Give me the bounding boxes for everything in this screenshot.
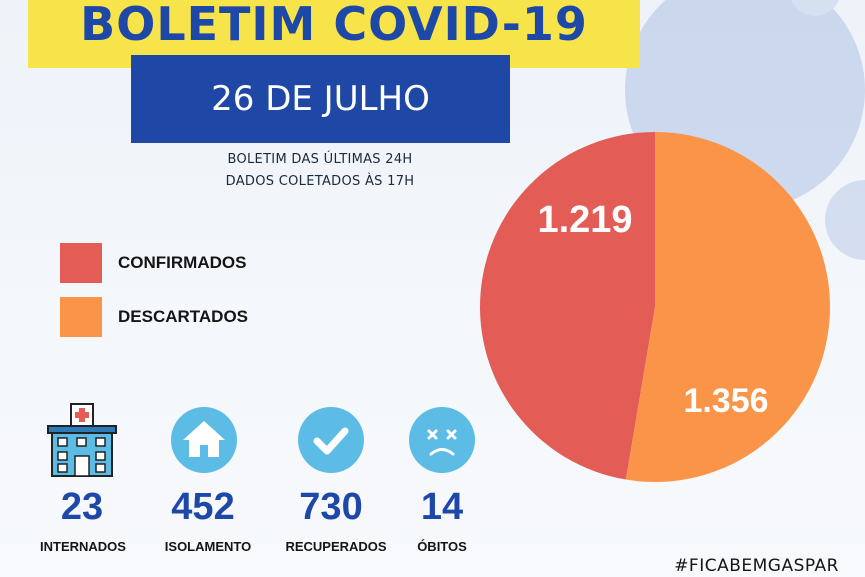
legend-label-confirmados: CONFIRMADOS (118, 253, 247, 272)
stat-label-isolamento: ISOLAMENTO (164, 539, 252, 554)
bulletin-date: 26 DE JULHO (211, 79, 430, 119)
hashtag: #FICABEMGASPAR (674, 556, 839, 576)
stat-value-obitos: 14 (420, 486, 464, 528)
stat-label-obitos: ÓBITOS (417, 539, 467, 554)
stat-value-isolamento: 452 (171, 486, 235, 528)
check-icon (298, 407, 364, 473)
stat-label-internados: INTERNADOS (40, 539, 126, 554)
pie-slice-descartados (625, 132, 830, 482)
date-background (131, 55, 510, 143)
legend-swatch-confirmados (60, 243, 102, 283)
stat-value-internados: 23 (60, 486, 104, 528)
pie-slice-confirmados (479, 132, 655, 480)
pie-chart: 1.219 1.356 (479, 132, 830, 482)
pie-value-label-confirmados: 1.219 (537, 199, 632, 241)
house-icon (171, 407, 237, 473)
subtitle-line-1: BOLETIM DAS ÚLTIMAS 24H (227, 152, 413, 167)
hospital-icon (47, 403, 117, 477)
pie-value-label-descartados: 1.356 (683, 382, 768, 420)
subtitle-line-2: DADOS COLETADOS ÀS 17H (225, 174, 415, 189)
legend-swatch-descartados (60, 297, 102, 337)
sad-face-icon (409, 407, 475, 473)
legend-label-descartados: DESCARTADOS (118, 307, 249, 326)
page-title: BOLETIM COVID-19 (80, 0, 588, 51)
stat-label-recuperados: RECUPERADOS (285, 539, 387, 554)
stat-value-recuperados: 730 (299, 486, 363, 528)
